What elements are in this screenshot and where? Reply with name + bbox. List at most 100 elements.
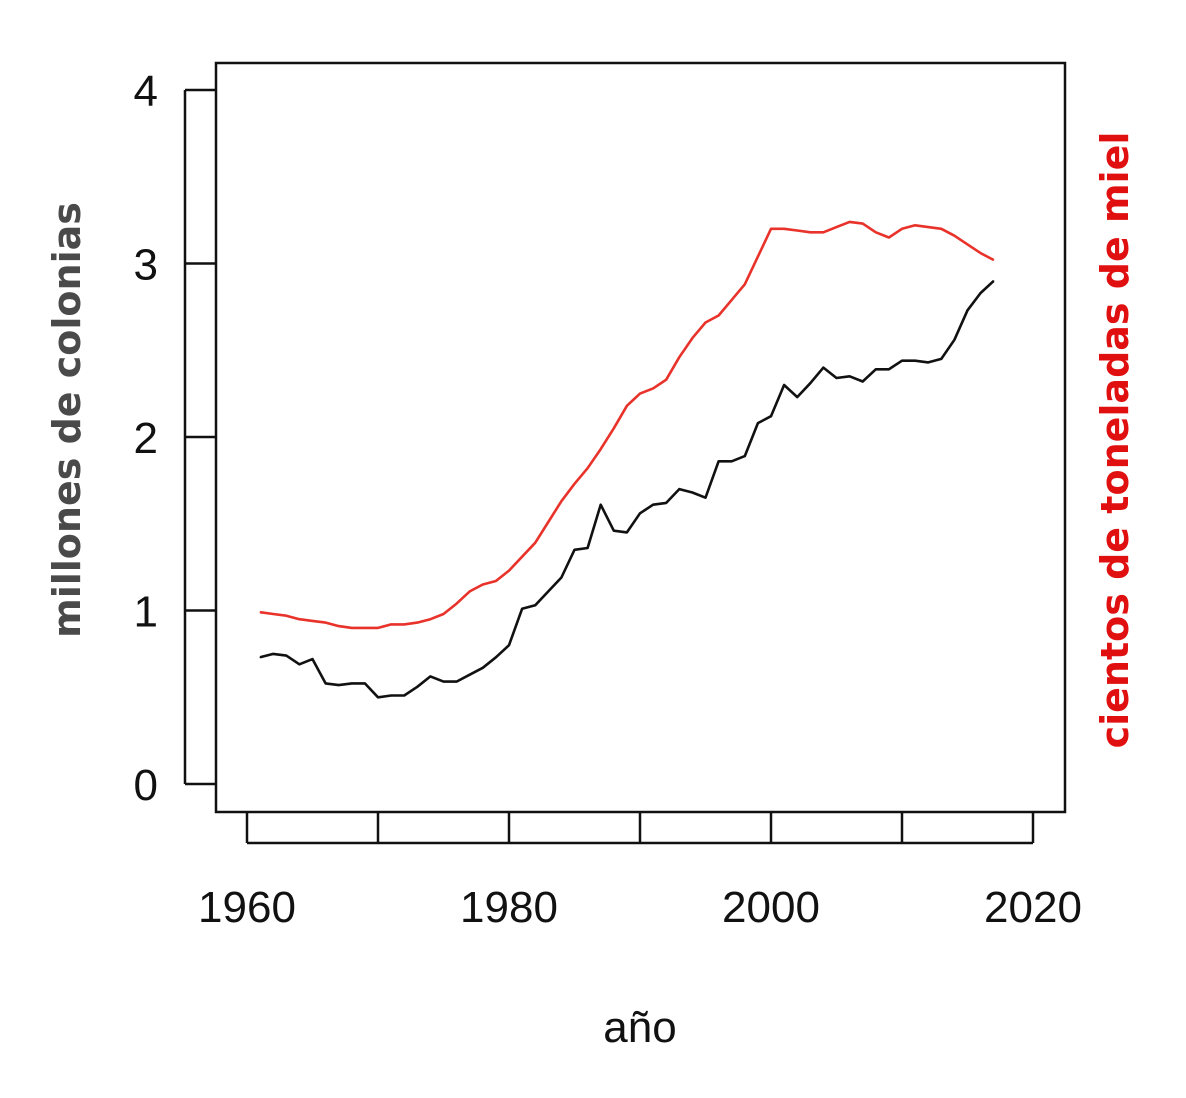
data-point bbox=[272, 613, 274, 615]
data-point bbox=[822, 367, 825, 369]
y-tick-label: 1 bbox=[134, 588, 158, 637]
data-point bbox=[442, 681, 445, 683]
data-point bbox=[809, 231, 811, 233]
data-point bbox=[298, 618, 300, 620]
data-point bbox=[442, 613, 445, 615]
data-point bbox=[849, 221, 851, 223]
data-point bbox=[665, 379, 667, 381]
data-point bbox=[285, 615, 287, 617]
data-point bbox=[560, 500, 563, 502]
data-point bbox=[626, 405, 628, 407]
data-point bbox=[600, 448, 602, 450]
data-point bbox=[678, 488, 680, 490]
data-point bbox=[534, 604, 536, 606]
data-point bbox=[508, 569, 510, 572]
data-point bbox=[940, 228, 942, 230]
data-point bbox=[429, 675, 431, 678]
data-point bbox=[744, 283, 746, 285]
data-point bbox=[993, 280, 995, 282]
data-point bbox=[613, 530, 615, 532]
data-point bbox=[364, 682, 366, 684]
data-point bbox=[416, 686, 418, 688]
data-point bbox=[927, 361, 929, 363]
data-point bbox=[390, 694, 392, 697]
data-point bbox=[652, 504, 654, 506]
y-axis-title-left: millones de colonias bbox=[45, 202, 89, 638]
data-point bbox=[731, 299, 733, 301]
data-point bbox=[469, 590, 471, 593]
data-point bbox=[338, 625, 340, 627]
data-point bbox=[351, 682, 353, 684]
data-point bbox=[796, 396, 798, 398]
data-point bbox=[744, 455, 746, 457]
series-line-miel bbox=[259, 220, 995, 630]
data-point bbox=[809, 382, 811, 384]
data-point bbox=[875, 231, 877, 233]
data-point bbox=[534, 542, 536, 544]
data-point bbox=[914, 224, 916, 226]
data-point bbox=[783, 228, 785, 230]
data-point bbox=[731, 460, 733, 462]
x-tick-label: 1980 bbox=[460, 883, 558, 932]
data-point bbox=[901, 228, 903, 230]
data-point bbox=[691, 491, 694, 494]
data-point bbox=[547, 590, 549, 593]
data-point bbox=[770, 415, 772, 417]
data-point bbox=[456, 602, 458, 605]
x-axis-title: año bbox=[603, 1003, 676, 1052]
data-point bbox=[403, 694, 405, 697]
y-tick-label: 0 bbox=[134, 761, 158, 810]
data-point bbox=[835, 377, 838, 379]
data-point bbox=[822, 231, 825, 233]
data-point bbox=[311, 620, 314, 622]
y-axis-title-right: cientos de toneladas de miel bbox=[1093, 132, 1137, 749]
data-point bbox=[325, 622, 327, 624]
data-point bbox=[429, 618, 431, 620]
data-point bbox=[403, 623, 405, 625]
data-point bbox=[849, 375, 851, 377]
data-point bbox=[783, 384, 785, 386]
data-point bbox=[573, 549, 576, 551]
data-point bbox=[704, 497, 707, 499]
data-point bbox=[691, 337, 694, 339]
data-point bbox=[888, 368, 890, 370]
y-tick-label: 2 bbox=[134, 414, 158, 463]
data-point bbox=[626, 531, 628, 534]
data-point bbox=[325, 682, 327, 684]
plot-frame bbox=[214, 61, 1067, 814]
data-point bbox=[482, 583, 484, 586]
data-point bbox=[495, 656, 497, 658]
data-point bbox=[639, 393, 641, 395]
y-tick-label: 3 bbox=[134, 241, 158, 290]
data-point bbox=[652, 387, 654, 390]
data-point bbox=[757, 255, 759, 258]
data-point bbox=[914, 360, 916, 362]
data-point bbox=[953, 339, 956, 341]
data-point bbox=[796, 229, 798, 232]
data-point bbox=[770, 228, 772, 230]
data-point bbox=[298, 663, 300, 665]
data-point bbox=[888, 236, 890, 239]
data-point bbox=[966, 309, 969, 311]
data-point bbox=[678, 356, 680, 358]
data-point bbox=[587, 547, 589, 549]
data-point bbox=[980, 292, 982, 294]
data-point bbox=[338, 684, 340, 686]
data-point bbox=[508, 644, 510, 646]
data-point bbox=[364, 627, 366, 629]
data-point bbox=[757, 422, 759, 424]
data-point bbox=[390, 623, 392, 625]
data-point bbox=[351, 627, 353, 629]
data-point bbox=[940, 358, 942, 360]
data-point bbox=[862, 380, 864, 383]
series-layer bbox=[259, 220, 995, 699]
data-point bbox=[953, 235, 956, 237]
data-point bbox=[469, 674, 471, 676]
data-point bbox=[259, 611, 261, 613]
data-point bbox=[521, 608, 523, 610]
data-point bbox=[285, 655, 287, 657]
data-point bbox=[272, 653, 274, 655]
data-point bbox=[993, 259, 995, 261]
x-tick-label: 2000 bbox=[722, 883, 820, 932]
